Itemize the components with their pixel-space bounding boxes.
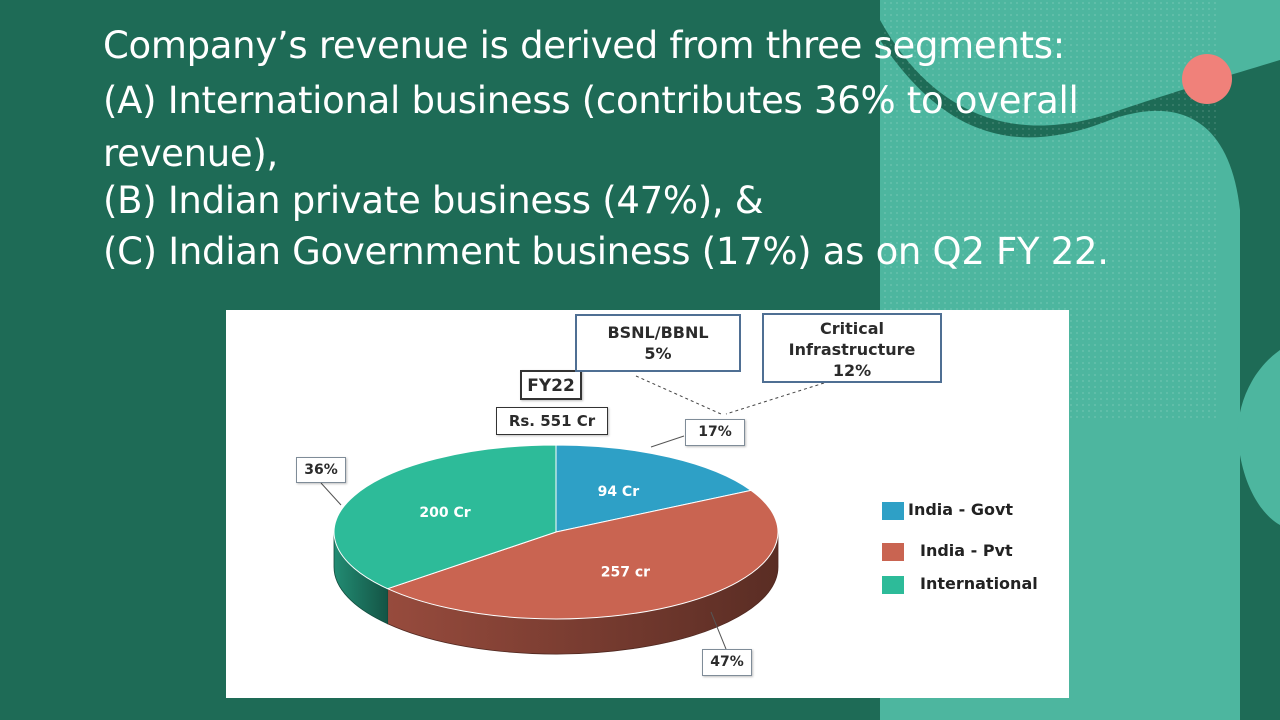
legend-swatch-india-govt [882, 502, 904, 520]
leader-line-govt [650, 435, 685, 448]
legend-swatch-international [882, 576, 904, 594]
legend-label-international: International [920, 574, 1038, 593]
callout-critical-infrastructure: Critical Infrastructure 12% [762, 313, 942, 383]
teal-panel-lower [1070, 432, 1220, 720]
pie-slice-international [333, 444, 557, 590]
period-label: FY22 [520, 370, 582, 400]
callout-connector-critical [725, 382, 825, 415]
percent-label-pvt: 47% [702, 649, 752, 676]
leader-line-pvt [710, 611, 727, 650]
chart-card: 94 Cr 257 cr 200 Cr FY22 Rs. 551 Cr BSNL/B… [226, 310, 1069, 698]
callout-critical-name-2: Infrastructure [788, 340, 916, 359]
title-line-1: Company’s revenue is derived from three … [103, 24, 1065, 67]
pie-slice-india-pvt [386, 489, 779, 620]
pie-chart: 94 Cr 257 cr 200 Cr [320, 375, 825, 655]
leader-line-international [320, 482, 342, 506]
slice-value-label-international: 200 Cr [419, 505, 470, 521]
pink-dot-decoration [1182, 54, 1232, 104]
slice-value-label-india-pvt: 257 cr [601, 564, 650, 580]
slice-value-label-india-govt: 94 Cr [598, 484, 640, 500]
title-line-5: (C) Indian Government business (17%) as … [103, 230, 1109, 273]
legend-label-india-pvt: India - Pvt [920, 541, 1013, 560]
title-line-3: revenue), [103, 132, 278, 175]
pie-slice-india-govt [555, 444, 753, 533]
total-label: Rs. 551 Cr [496, 407, 608, 435]
legend-label-india-govt: India - Govt [908, 500, 1014, 519]
teal-half-circle-right [1237, 350, 1280, 525]
percent-label-govt: 17% [685, 419, 745, 446]
callout-bsnl-percent: 5% [644, 344, 672, 363]
percent-label-international: 36% [296, 457, 346, 483]
callout-connector-bsnl [635, 375, 722, 415]
callout-critical-percent: 12% [832, 361, 872, 380]
callout-bsnl-name: BSNL/BBNL [607, 323, 709, 342]
title-line-4: (B) Indian private business (47%), & [103, 179, 764, 222]
callout-bsnl-bbnl: BSNL/BBNL 5% [575, 314, 741, 372]
legend-swatch-india-pvt [882, 543, 904, 561]
callout-critical-name-1: Critical [819, 319, 884, 338]
title-line-2: (A) International business (contributes … [103, 79, 1079, 122]
